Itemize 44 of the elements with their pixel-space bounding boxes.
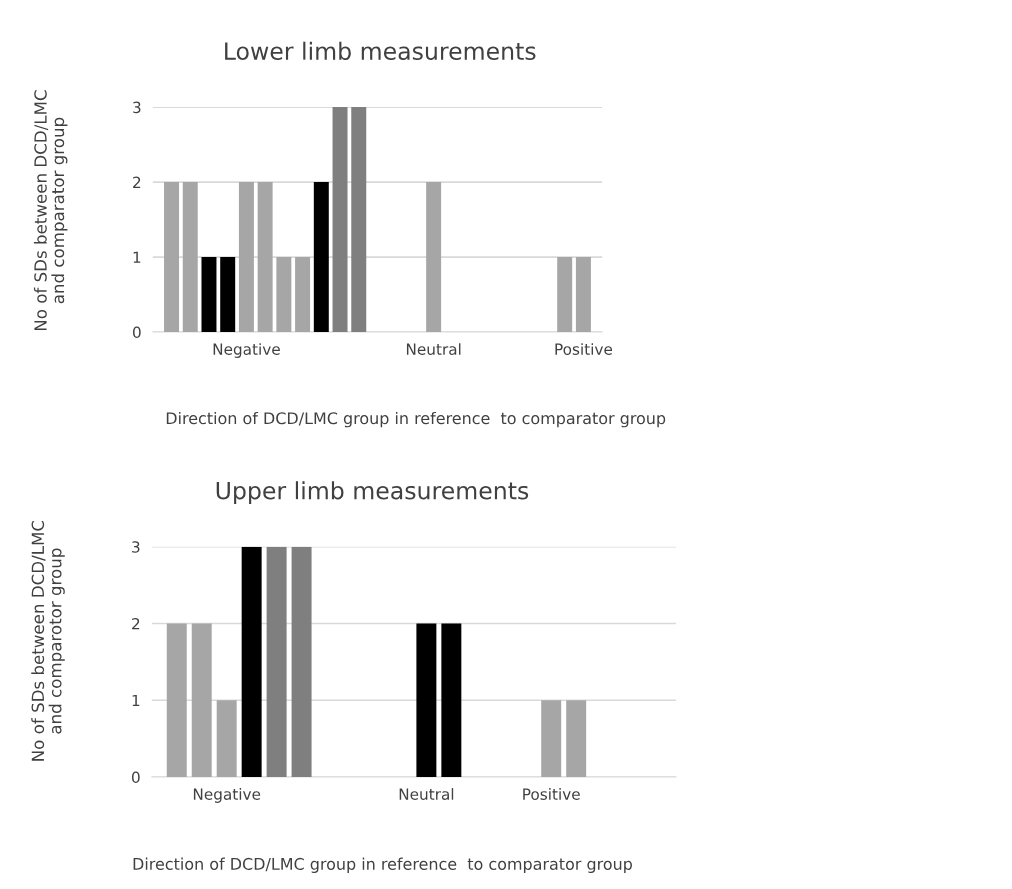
y-tick-label: 2 <box>133 176 141 188</box>
y-tick-label: 0 <box>131 771 140 784</box>
y-tick-label: 2 <box>132 617 140 630</box>
bar <box>266 546 287 777</box>
bar <box>220 257 236 333</box>
x-tick-label: Positive <box>555 343 613 355</box>
bar <box>191 623 212 777</box>
chart-title: Lower limb measurements <box>225 41 536 60</box>
y-axis-title: No of SDs between DCD/LMC and comparator group <box>33 90 68 331</box>
y-tick-label: 3 <box>133 101 141 114</box>
bar <box>276 257 292 333</box>
bar <box>566 700 587 777</box>
bar <box>313 182 329 333</box>
bar <box>351 107 367 333</box>
x-axis-title: Direction of DCD/LMC group in reference to comparator group <box>133 857 632 874</box>
bar <box>166 623 187 777</box>
bar <box>182 182 198 333</box>
bar <box>416 623 437 777</box>
x-tick-label: Neutral <box>399 788 454 800</box>
y-tick-label: 1 <box>132 694 140 707</box>
x-tick-label: Positive <box>523 788 580 800</box>
x-tick-label: Neutral <box>406 343 461 355</box>
chart-title: Upper limb measurements <box>216 481 529 505</box>
bar <box>557 257 573 333</box>
bar <box>216 700 237 777</box>
bar <box>241 546 262 777</box>
bar <box>201 257 217 333</box>
y-tick-label: 1 <box>133 251 141 263</box>
bar <box>332 107 348 333</box>
bar <box>257 182 273 333</box>
bar <box>238 182 254 333</box>
x-tick-label: Negative <box>193 788 261 803</box>
bar <box>575 257 591 333</box>
bar <box>164 182 180 333</box>
bar <box>295 257 311 333</box>
y-tick-label: 3 <box>132 541 140 553</box>
y-axis-title: No of SDs between DCD/LMC and comparotor group <box>31 520 65 761</box>
y-tick-label: 0 <box>132 326 141 339</box>
bar <box>291 546 312 777</box>
x-tick-label: Negative <box>213 343 280 358</box>
bar <box>541 700 562 777</box>
x-axis-title: Direction of DCD/LMC group in reference to comparator group <box>166 411 666 428</box>
bar <box>426 182 442 333</box>
bar <box>441 623 462 777</box>
